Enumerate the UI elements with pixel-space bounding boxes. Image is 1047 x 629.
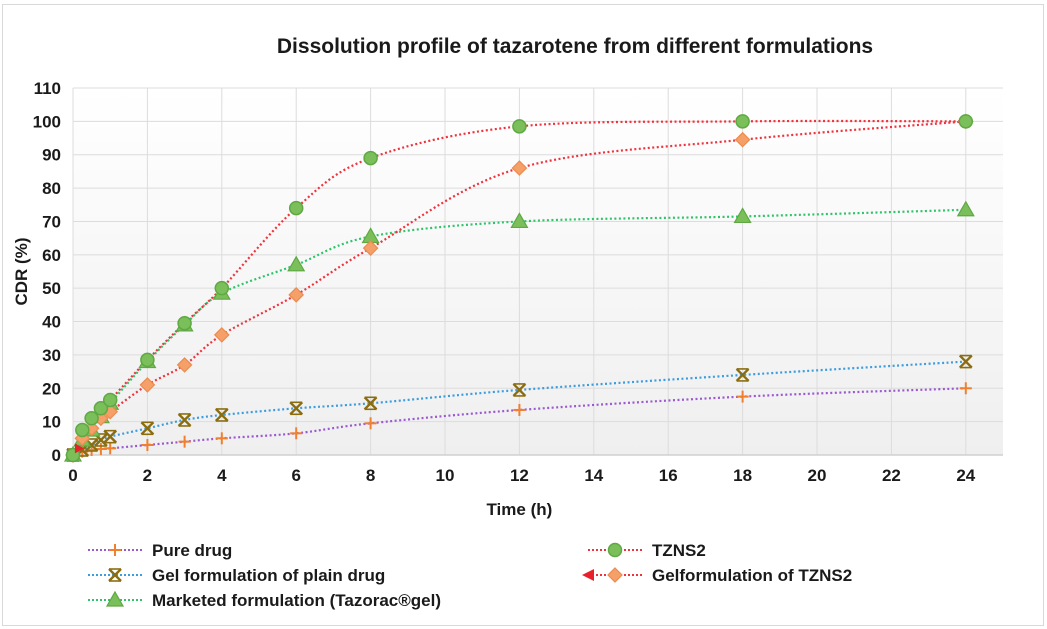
data-point [103,429,118,444]
x-axis-label: Time (h) [486,500,552,519]
data-point [214,408,229,422]
series-markers [65,114,974,463]
legend-marker [607,542,623,558]
data-point [288,200,304,216]
data-point [141,438,154,451]
data-point [177,315,192,331]
arrow-marker [74,443,84,454]
data-point [84,411,99,426]
arrow-icon [582,569,594,581]
data-point [213,327,230,343]
data-point [287,255,306,272]
y-tick-label: 0 [52,446,61,465]
y-tick-label: 40 [42,313,61,332]
legend-item[interactable]: TZNS2 [588,541,706,560]
data-point [178,435,191,448]
data-point [102,392,118,408]
series-layer [63,113,975,463]
y-tick-label: 60 [42,246,61,265]
x-tick-label: 18 [733,466,752,485]
data-point [75,422,90,438]
data-point [289,401,304,416]
x-tick-label: 12 [510,466,529,485]
x-tick-label: 4 [217,466,227,485]
data-point [104,442,117,455]
data-point [513,403,526,416]
x-tick-label: 6 [291,466,300,485]
legend-marker [607,567,623,583]
y-tick-label: 90 [42,146,61,165]
data-point [177,413,192,427]
data-point [734,131,751,148]
data-point [214,280,230,296]
x-tick-label: 24 [956,466,975,485]
data-point [733,207,752,224]
data-point [735,368,750,382]
data-point [364,417,377,430]
legend-item[interactable]: Gel formulation of plain drug [88,566,385,585]
data-point [93,401,109,416]
data-point [290,427,303,440]
legend-item[interactable]: Pure drug [88,541,232,560]
y-tick-label: 80 [42,179,61,198]
chart-frame: Dissolution profile of tazarotene from d… [2,4,1044,626]
y-tick-label: 20 [42,379,61,398]
chart-canvas: Dissolution profile of tazarotene from d… [12,35,1003,610]
legend-marker [109,544,121,556]
data-point [176,357,193,373]
data-point [139,377,156,393]
x-tick-label: 10 [436,466,455,485]
data-point [958,114,974,129]
data-point [959,382,972,395]
data-point [736,390,749,403]
y-tick-label: 100 [33,112,61,131]
x-tick-label: 8 [366,466,375,485]
data-point [288,287,305,303]
y-tick-label: 50 [42,279,61,298]
data-point [735,114,750,129]
data-point [215,432,228,445]
chart-title: Dissolution profile of tazarotene from d… [277,35,873,58]
legend-item[interactable]: Gelformulation of TZNS2 [582,566,852,585]
data-point [140,421,155,436]
data-point [510,212,529,229]
data-point [363,396,378,411]
data-point [511,160,528,176]
y-tick-label: 70 [42,212,61,231]
series-line [72,120,966,456]
data-point [956,200,975,217]
x-tick-label: 2 [143,466,152,485]
legend-label: Marketed formulation (Tazorac®gel) [152,591,441,610]
legend-marker [105,590,125,607]
x-tick-label: 22 [882,466,901,485]
data-point [140,352,155,368]
data-point [363,150,378,166]
y-tick-label: 30 [42,346,61,365]
y-tick-label: 110 [34,79,61,98]
y-tick-label: 10 [42,413,61,432]
legend-label: Gelformulation of TZNS2 [652,566,852,585]
y-axis-label: CDR (%) [12,238,31,306]
x-tick-label: 16 [659,466,678,485]
x-tick-label: 14 [584,466,603,485]
data-point [362,240,379,256]
y-axis-ticks: 0 10 20 30 40 50 60 70 80 90 100 110 [33,79,61,465]
data-point [512,383,527,397]
plot-area [73,88,1003,455]
legend-label: TZNS2 [652,541,706,560]
legend-marker [108,568,122,582]
x-tick-label: 20 [808,466,827,485]
legend-label: Pure drug [152,541,232,560]
x-tick-label: 0 [68,466,77,485]
legend-item[interactable]: Marketed formulation (Tazorac®gel) [88,590,441,610]
x-axis-ticks: 0 2 4 6 8 10 12 14 16 18 20 22 24 [68,466,976,485]
data-point [512,119,527,134]
data-point [958,354,973,369]
legend-label: Gel formulation of plain drug [152,566,385,585]
legend: Pure drug TZNS2 Gel formulation of plain d… [88,541,852,610]
